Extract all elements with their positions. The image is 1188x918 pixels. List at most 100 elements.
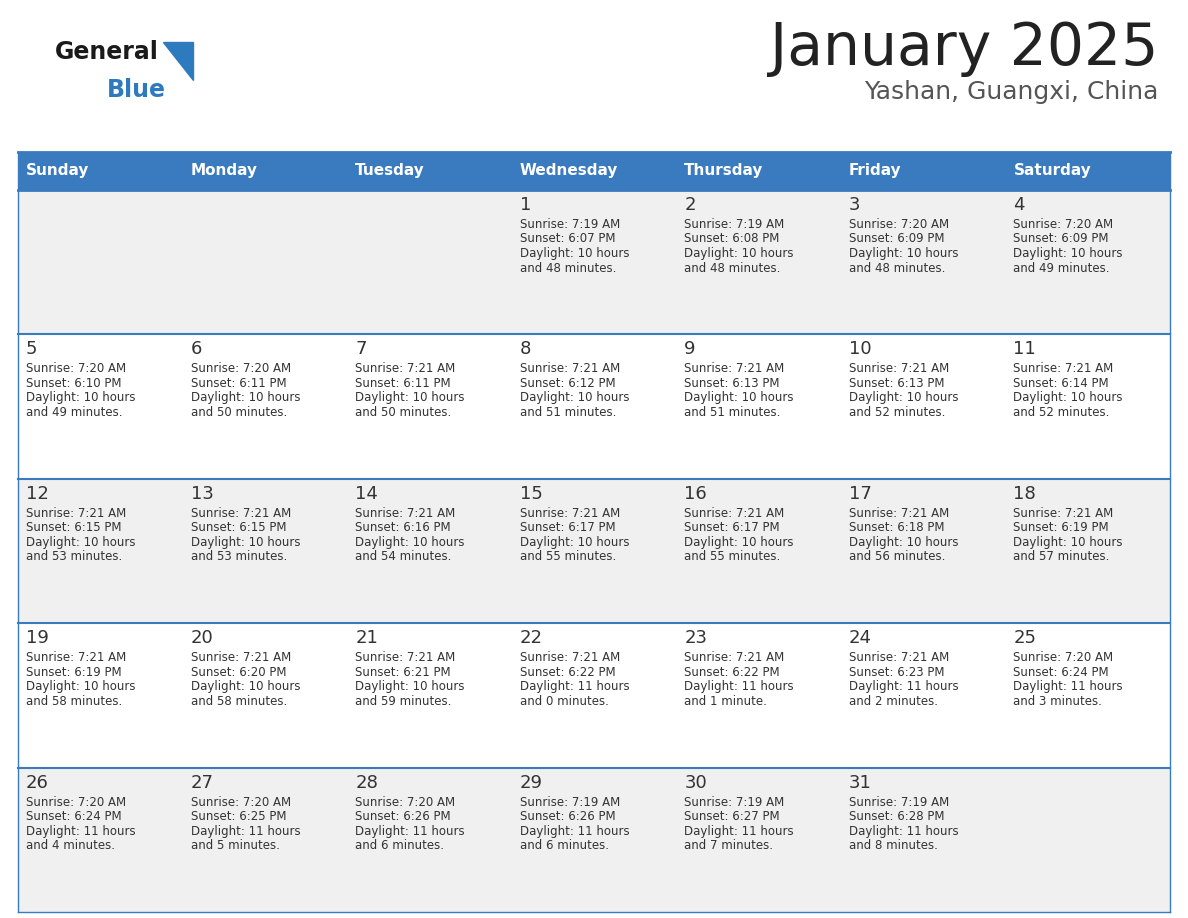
Text: 6: 6 xyxy=(190,341,202,358)
Text: Sunset: 6:24 PM: Sunset: 6:24 PM xyxy=(1013,666,1110,678)
Text: Sunrise: 7:21 AM: Sunrise: 7:21 AM xyxy=(684,507,784,520)
Text: Daylight: 11 hours: Daylight: 11 hours xyxy=(26,824,135,837)
Bar xyxy=(512,334,676,479)
Text: Sunset: 6:11 PM: Sunset: 6:11 PM xyxy=(190,377,286,390)
Text: Daylight: 10 hours: Daylight: 10 hours xyxy=(519,247,630,260)
Bar xyxy=(347,152,512,190)
Text: Blue: Blue xyxy=(107,78,166,102)
Text: 25: 25 xyxy=(1013,629,1036,647)
Bar xyxy=(512,152,676,190)
Text: 1: 1 xyxy=(519,196,531,214)
Text: Daylight: 10 hours: Daylight: 10 hours xyxy=(355,536,465,549)
Text: Sunrise: 7:21 AM: Sunrise: 7:21 AM xyxy=(849,363,949,375)
Text: Daylight: 11 hours: Daylight: 11 hours xyxy=(355,824,465,837)
Text: 11: 11 xyxy=(1013,341,1036,358)
Text: 7: 7 xyxy=(355,341,367,358)
Text: Daylight: 10 hours: Daylight: 10 hours xyxy=(849,536,959,549)
Text: Sunrise: 7:20 AM: Sunrise: 7:20 AM xyxy=(26,796,126,809)
Text: and 48 minutes.: and 48 minutes. xyxy=(519,262,617,274)
Text: Sunrise: 7:19 AM: Sunrise: 7:19 AM xyxy=(684,218,784,231)
Text: 9: 9 xyxy=(684,341,696,358)
Text: Sunset: 6:28 PM: Sunset: 6:28 PM xyxy=(849,810,944,823)
Text: Daylight: 10 hours: Daylight: 10 hours xyxy=(355,391,465,405)
Text: Sunrise: 7:21 AM: Sunrise: 7:21 AM xyxy=(26,507,126,520)
Text: Sunrise: 7:19 AM: Sunrise: 7:19 AM xyxy=(849,796,949,809)
Text: Sunset: 6:26 PM: Sunset: 6:26 PM xyxy=(355,810,450,823)
Text: Sunset: 6:08 PM: Sunset: 6:08 PM xyxy=(684,232,779,245)
Text: Sunset: 6:17 PM: Sunset: 6:17 PM xyxy=(519,521,615,534)
Text: 4: 4 xyxy=(1013,196,1025,214)
Text: 19: 19 xyxy=(26,629,49,647)
Text: 8: 8 xyxy=(519,341,531,358)
Text: 27: 27 xyxy=(190,774,214,791)
Text: Sunset: 6:23 PM: Sunset: 6:23 PM xyxy=(849,666,944,678)
Text: Sunrise: 7:21 AM: Sunrise: 7:21 AM xyxy=(849,507,949,520)
Text: and 8 minutes.: and 8 minutes. xyxy=(849,839,937,852)
Text: Sunset: 6:24 PM: Sunset: 6:24 PM xyxy=(26,810,121,823)
Bar xyxy=(841,152,1005,190)
Text: Sunset: 6:15 PM: Sunset: 6:15 PM xyxy=(26,521,121,534)
Bar xyxy=(1005,152,1170,190)
Text: Daylight: 10 hours: Daylight: 10 hours xyxy=(190,391,301,405)
Text: Sunset: 6:09 PM: Sunset: 6:09 PM xyxy=(1013,232,1108,245)
Text: 29: 29 xyxy=(519,774,543,791)
Text: Sunrise: 7:21 AM: Sunrise: 7:21 AM xyxy=(355,363,455,375)
Text: 21: 21 xyxy=(355,629,378,647)
Text: and 5 minutes.: and 5 minutes. xyxy=(190,839,279,852)
Text: Wednesday: Wednesday xyxy=(519,163,618,178)
Text: and 49 minutes.: and 49 minutes. xyxy=(1013,262,1110,274)
Text: Daylight: 11 hours: Daylight: 11 hours xyxy=(849,680,959,693)
Text: and 0 minutes.: and 0 minutes. xyxy=(519,695,608,708)
Text: Sunday: Sunday xyxy=(26,163,89,178)
Text: and 51 minutes.: and 51 minutes. xyxy=(519,406,617,419)
Bar xyxy=(841,334,1005,479)
Text: Sunrise: 7:20 AM: Sunrise: 7:20 AM xyxy=(355,796,455,809)
Text: Daylight: 11 hours: Daylight: 11 hours xyxy=(519,680,630,693)
Text: Saturday: Saturday xyxy=(1013,163,1092,178)
Text: Sunset: 6:10 PM: Sunset: 6:10 PM xyxy=(26,377,121,390)
Text: Sunset: 6:22 PM: Sunset: 6:22 PM xyxy=(519,666,615,678)
Text: and 48 minutes.: and 48 minutes. xyxy=(849,262,946,274)
Text: Sunset: 6:19 PM: Sunset: 6:19 PM xyxy=(1013,521,1110,534)
Bar xyxy=(183,190,347,334)
Bar xyxy=(183,479,347,623)
Bar xyxy=(18,623,183,767)
Text: Sunset: 6:15 PM: Sunset: 6:15 PM xyxy=(190,521,286,534)
Text: and 54 minutes.: and 54 minutes. xyxy=(355,550,451,564)
Text: 26: 26 xyxy=(26,774,49,791)
Text: Daylight: 10 hours: Daylight: 10 hours xyxy=(519,536,630,549)
Text: and 51 minutes.: and 51 minutes. xyxy=(684,406,781,419)
Text: 23: 23 xyxy=(684,629,707,647)
Bar xyxy=(18,479,183,623)
Text: 14: 14 xyxy=(355,485,378,503)
Bar xyxy=(347,334,512,479)
Text: and 58 minutes.: and 58 minutes. xyxy=(26,695,122,708)
Text: Sunrise: 7:20 AM: Sunrise: 7:20 AM xyxy=(190,796,291,809)
Text: and 55 minutes.: and 55 minutes. xyxy=(519,550,615,564)
Text: Sunrise: 7:21 AM: Sunrise: 7:21 AM xyxy=(26,651,126,665)
Text: Sunrise: 7:20 AM: Sunrise: 7:20 AM xyxy=(26,363,126,375)
Bar xyxy=(512,623,676,767)
Text: Sunrise: 7:21 AM: Sunrise: 7:21 AM xyxy=(519,363,620,375)
Text: 20: 20 xyxy=(190,629,214,647)
Text: Daylight: 10 hours: Daylight: 10 hours xyxy=(684,391,794,405)
Text: Sunset: 6:25 PM: Sunset: 6:25 PM xyxy=(190,810,286,823)
Text: Sunrise: 7:21 AM: Sunrise: 7:21 AM xyxy=(355,651,455,665)
Bar xyxy=(18,334,183,479)
Text: Daylight: 10 hours: Daylight: 10 hours xyxy=(849,391,959,405)
Bar xyxy=(841,623,1005,767)
Text: Sunset: 6:27 PM: Sunset: 6:27 PM xyxy=(684,810,779,823)
Text: Sunrise: 7:19 AM: Sunrise: 7:19 AM xyxy=(519,796,620,809)
Text: 15: 15 xyxy=(519,485,543,503)
Text: January 2025: January 2025 xyxy=(770,20,1158,77)
Text: 22: 22 xyxy=(519,629,543,647)
Text: Sunset: 6:21 PM: Sunset: 6:21 PM xyxy=(355,666,450,678)
Bar xyxy=(512,479,676,623)
Bar xyxy=(18,152,183,190)
Bar xyxy=(347,767,512,912)
Text: Sunset: 6:07 PM: Sunset: 6:07 PM xyxy=(519,232,615,245)
Text: Sunset: 6:13 PM: Sunset: 6:13 PM xyxy=(849,377,944,390)
Text: Sunset: 6:22 PM: Sunset: 6:22 PM xyxy=(684,666,779,678)
Bar xyxy=(512,767,676,912)
Text: and 7 minutes.: and 7 minutes. xyxy=(684,839,773,852)
